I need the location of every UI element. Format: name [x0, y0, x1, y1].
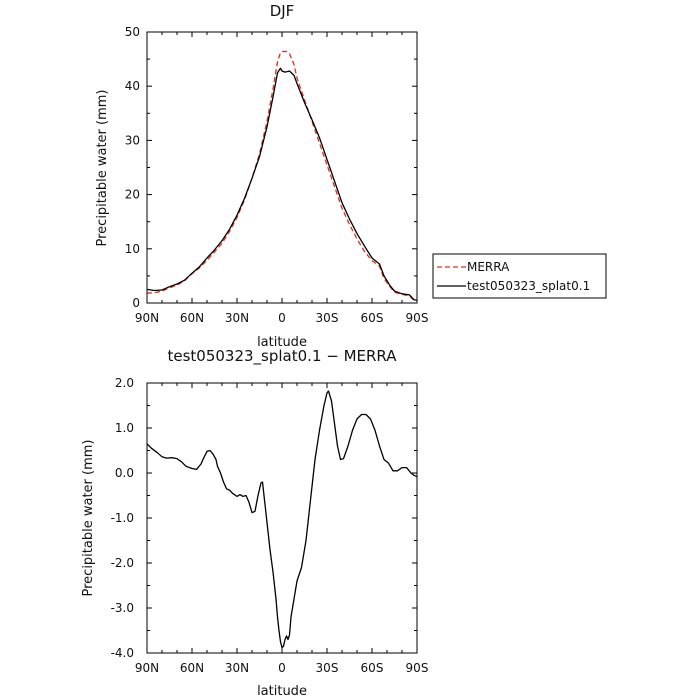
bottom-y-tick-label: 0.0	[115, 466, 134, 480]
bottom-x-tick-label: 90S	[406, 661, 429, 675]
top-y-tick-label: 0	[132, 296, 140, 310]
top-y-axis-label: Precipitable water (mm)	[95, 90, 110, 247]
top-series-layer	[146, 50, 418, 302]
bottom-x-tick-label: 90N	[135, 661, 159, 675]
bottom-x-tick-label: 60S	[361, 661, 384, 675]
bottom-x-tick-label: 0	[278, 661, 286, 675]
top-series-line-1	[146, 67, 418, 301]
top-title: DJF	[270, 2, 295, 20]
top-y-tick-label: 30	[125, 133, 140, 147]
top-x-tick-label: 30N	[225, 311, 249, 325]
top-y-tick-label: 50	[125, 25, 140, 39]
top-x-tick-label: 30S	[316, 311, 339, 325]
bottom-x-tick-label: 30S	[316, 661, 339, 675]
bottom-y-ticks: -4.0 -3.0 -2.0 -1.0 0.0 1.0 2.0	[111, 376, 417, 660]
bottom-series-layer	[146, 390, 418, 649]
bottom-y-axis-label: Precipitable water (mm)	[81, 440, 96, 597]
top-series-line-0	[146, 50, 418, 302]
bottom-y-tick-label: -3.0	[111, 601, 134, 615]
bottom-x-ticks: 90N 60N 30N 0 30S 60S 90S	[135, 383, 429, 675]
top-x-ticks: 90N 60N 30N 0 30S 60S 90S	[135, 32, 429, 325]
bottom-series-line-0	[146, 390, 418, 649]
bottom-y-tick-label: 1.0	[115, 421, 134, 435]
bottom-x-tick-label: 30N	[225, 661, 249, 675]
bottom-y-tick-label: 2.0	[115, 376, 134, 390]
bottom-title: test050323_splat0.1 − MERRA	[167, 347, 397, 366]
top-x-tick-label: 0	[278, 311, 286, 325]
bottom-x-axis-label: latitude	[257, 684, 307, 699]
legend: MERRA test050323_splat0.1	[432, 253, 607, 299]
bottom-y-tick-label: -4.0	[111, 646, 134, 660]
top-y-tick-label: 20	[125, 188, 140, 202]
top-x-tick-label: 60N	[180, 311, 204, 325]
legend-box	[432, 253, 607, 299]
legend-label-merra: MERRA	[467, 260, 510, 274]
bottom-plot-frame	[146, 382, 418, 654]
top-x-axis-label: latitude	[257, 335, 307, 350]
top-y-tick-label: 10	[125, 242, 140, 256]
panel-top: DJF 90N 60N 30N 0 30S 60S 90S 0 10 20 30 40 50 lati…	[95, 2, 428, 350]
top-y-tick-label: 40	[125, 79, 140, 93]
bottom-y-tick-label: -2.0	[111, 556, 134, 570]
panel-bottom: test050323_splat0.1 − MERRA 90N 60N 30N 0 30…	[81, 347, 428, 699]
top-x-tick-label: 90S	[406, 311, 429, 325]
top-x-tick-label: 60S	[361, 311, 384, 325]
legend-label-test: test050323_splat0.1	[467, 279, 590, 293]
bottom-x-tick-label: 60N	[180, 661, 204, 675]
top-x-tick-label: 90N	[135, 311, 159, 325]
bottom-y-tick-label: -1.0	[111, 511, 134, 525]
top-y-ticks: 0 10 20 30 40 50	[125, 25, 417, 310]
